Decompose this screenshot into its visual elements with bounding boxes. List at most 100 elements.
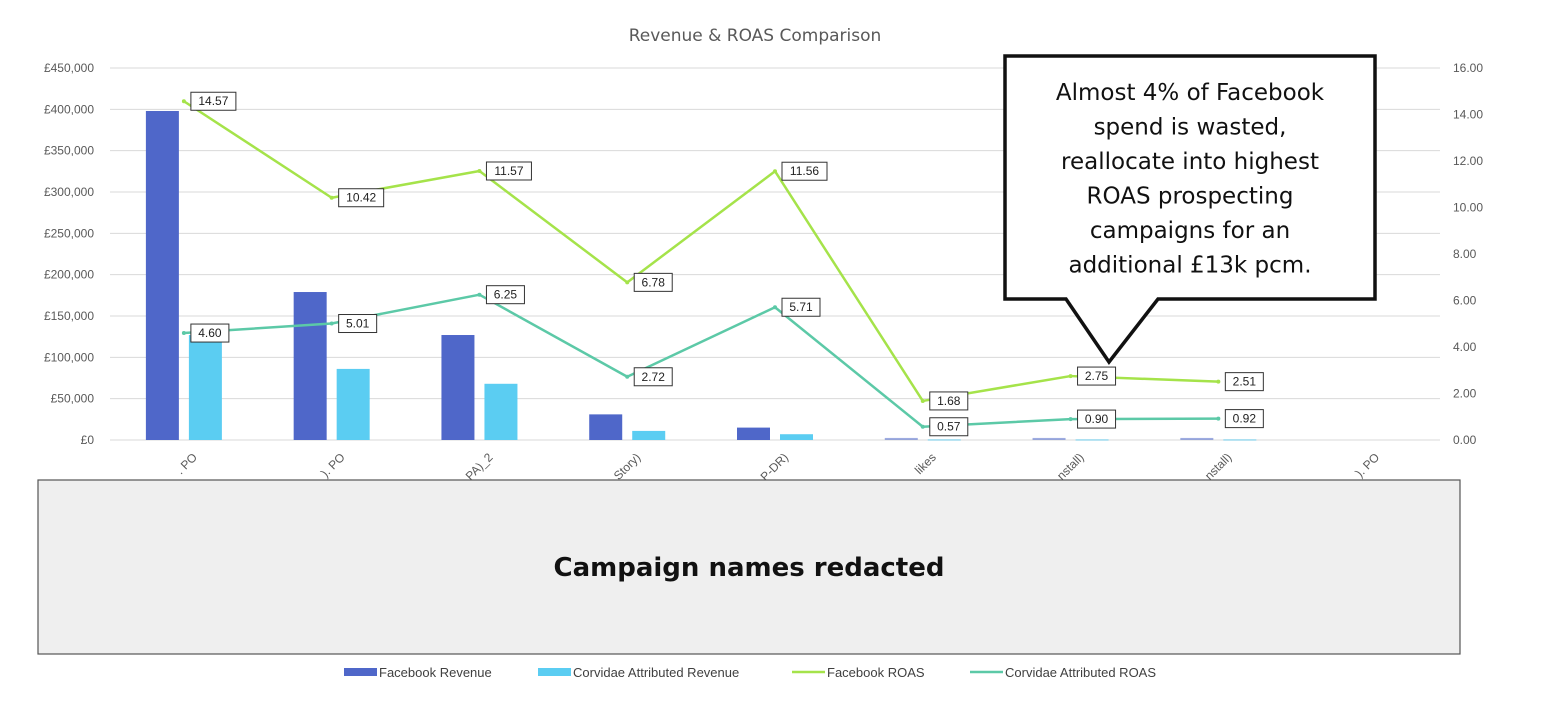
data-label-text: 6.78	[642, 275, 666, 289]
bars	[145, 110, 1257, 441]
facebook-revenue-bar	[1032, 437, 1066, 440]
category-label: ). PO	[1353, 450, 1383, 480]
facebook-revenue-bar	[293, 292, 327, 440]
category-label: likes	[912, 450, 939, 477]
callout-box: Almost 4% of Facebook spend is wasted, rea…	[1003, 54, 1377, 365]
data-label-box	[781, 161, 828, 181]
data-label-box	[190, 91, 237, 111]
corvidae-roas-point	[181, 331, 186, 336]
callout-line: reallocate into highest	[1061, 149, 1319, 175]
corvidae-revenue-bar	[336, 368, 370, 440]
legend-swatch	[344, 668, 377, 676]
callout-line: campaigns for an	[1090, 218, 1290, 244]
data-label: 2.75	[1077, 366, 1117, 386]
category-label: Story)	[611, 450, 644, 483]
left-tick-label: £250,000	[44, 226, 94, 240]
legend-item: Corvidae Attributed Revenue	[538, 665, 739, 680]
left-tick-label: £450,000	[44, 61, 94, 75]
legend: Facebook Revenue Corvidae Attributed Reve…	[344, 665, 1156, 680]
left-tick-label: £50,000	[51, 392, 95, 406]
right-tick-label: 4.00	[1453, 340, 1477, 354]
legend-item: Facebook ROAS	[792, 665, 925, 680]
facebook-revenue-bar	[884, 437, 918, 440]
corvidae-roas-point	[773, 305, 777, 310]
right-tick-label: 12.00	[1453, 154, 1483, 168]
category-labels: . PO). PO PA)_2 Story) P-DR) likes nstall) nst…	[173, 450, 1382, 484]
right-tick-label: 0.00	[1453, 433, 1477, 447]
facebook-roas-point	[773, 169, 777, 174]
callout-line: additional £13k pcm.	[1068, 253, 1311, 279]
data-label-text: 2.51	[1233, 375, 1257, 389]
legend-label: Corvidae Attributed Revenue	[573, 665, 739, 680]
data-label: 5.71	[781, 297, 821, 317]
data-label-box	[633, 367, 673, 387]
data-label: 0.90	[1077, 409, 1117, 429]
data-label-text: 0.90	[1085, 412, 1109, 426]
category-label: nstall)	[1054, 450, 1087, 483]
data-label: 10.42	[338, 188, 385, 208]
facebook-roas-point	[920, 398, 925, 403]
corvidae-revenue-bar	[780, 434, 813, 440]
data-label: 0.92	[1224, 409, 1264, 429]
callout-line: Almost 4% of Facebook	[1056, 80, 1325, 106]
right-tick-label: 14.00	[1453, 108, 1483, 122]
left-tick-label: £150,000	[44, 309, 94, 323]
data-label-text: 5.01	[346, 317, 370, 331]
corvidae-roas-point	[477, 292, 482, 297]
left-tick-label: £400,000	[44, 102, 94, 116]
corvidae-revenue-bar	[1075, 439, 1109, 441]
chart-title: Revenue & ROAS Comparison	[629, 26, 882, 46]
facebook-revenue-bar	[441, 335, 475, 440]
data-label-box	[338, 314, 378, 334]
facebook-revenue-bar	[589, 414, 623, 440]
legend-label: Facebook Revenue	[379, 665, 492, 680]
legend-label: Corvidae Attributed ROAS	[1005, 665, 1156, 680]
facebook-roas-point	[1216, 379, 1221, 384]
data-label-text: 2.72	[642, 370, 666, 384]
left-tick-label: £0	[81, 433, 95, 447]
data-label-box	[1077, 409, 1117, 429]
callout-line: spend is wasted,	[1094, 115, 1287, 141]
data-labels: 14.57 10.42 11.57 6.78 11.56 1.68 2.75 2.51 4.60…	[190, 91, 1264, 437]
data-label-box	[485, 161, 532, 181]
data-label-box	[633, 272, 673, 292]
corvidae-roas-point	[329, 321, 334, 326]
data-label-box	[1224, 409, 1264, 429]
data-label-text: 10.42	[346, 191, 376, 205]
data-label: 4.60	[190, 323, 230, 343]
legend-label: Facebook ROAS	[827, 665, 925, 680]
data-label: 2.51	[1224, 372, 1264, 392]
data-label: 1.68	[929, 391, 969, 411]
redaction-text: Campaign names redacted	[554, 553, 945, 583]
corvidae-roas-point	[920, 424, 925, 429]
data-label: 5.01	[338, 314, 378, 334]
callout-shape	[1003, 54, 1377, 365]
legend-item: Facebook Revenue	[344, 665, 492, 680]
facebook-roas-point	[181, 99, 186, 104]
data-label-text: 0.92	[1233, 412, 1257, 426]
data-label-text: 11.57	[494, 164, 523, 178]
category-label: PA)_2	[463, 450, 496, 483]
right-tick-label: 16.00	[1453, 61, 1483, 75]
left-tick-label: £200,000	[44, 268, 94, 282]
data-label-text: 0.57	[937, 420, 961, 434]
facebook-revenue-bar	[145, 110, 179, 440]
facebook-roas-point	[1068, 374, 1073, 379]
corvidae-revenue-bar	[484, 383, 518, 440]
left-tick-label: £300,000	[44, 185, 94, 199]
data-label: 11.57	[485, 161, 532, 181]
data-label-text: 14.57	[198, 94, 228, 108]
corvidae-roas-point	[1068, 417, 1073, 422]
facebook-roas-point	[477, 168, 482, 173]
left-axis: £0 £50,000 £100,000 £150,000 £200,000 £250,00…	[44, 61, 94, 447]
legend-item: Corvidae Attributed ROAS	[970, 665, 1156, 680]
data-label-text: 2.75	[1085, 369, 1109, 383]
data-label: 0.57	[929, 417, 969, 437]
data-label-text: 6.25	[494, 288, 518, 302]
corvidae-revenue-bar	[927, 439, 961, 441]
corvidae-roas-point	[1216, 416, 1221, 421]
data-label-box	[1224, 372, 1264, 392]
data-label: 6.78	[633, 272, 673, 292]
facebook-revenue-bar	[737, 427, 770, 440]
right-tick-label: 10.00	[1453, 201, 1483, 215]
